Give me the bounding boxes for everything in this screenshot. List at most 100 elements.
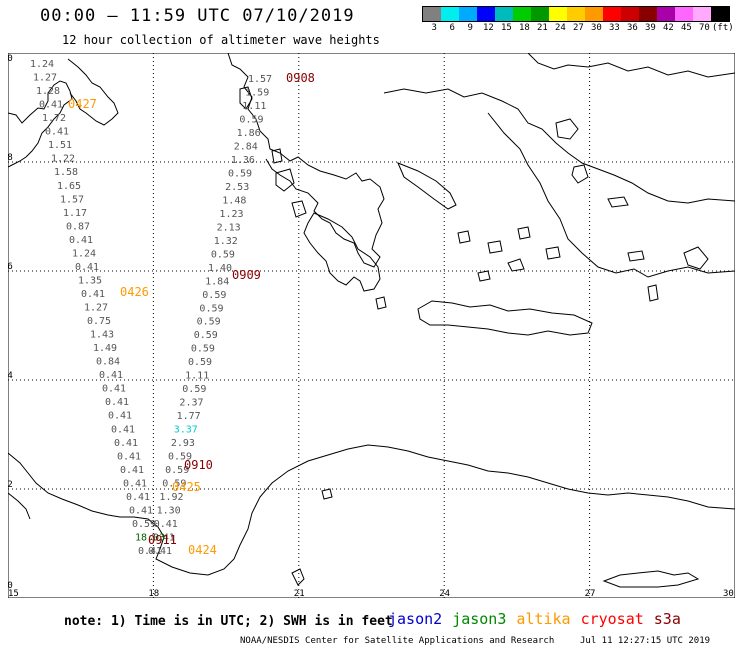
scale-swatch <box>495 7 513 21</box>
wave-height-value: 1.17 <box>63 208 87 219</box>
wave-height-value: 0.59 <box>211 249 235 260</box>
wave-height-value: 1.65 <box>57 181 81 192</box>
scale-label: 42 <box>663 23 674 33</box>
island-cyclades-4 <box>507 258 525 272</box>
island-cyclades-6 <box>545 246 561 260</box>
coast-aegean-east <box>487 112 735 278</box>
wave-height-value: 2.93 <box>171 438 195 449</box>
scale-label: 18 <box>519 23 530 33</box>
wave-height-value: 0.41 <box>123 478 147 489</box>
pass-time-labels: 0908 0427 0909 0426 0910 0425 0911 0424 <box>68 71 315 557</box>
wave-height-value: 1.27 <box>33 73 57 84</box>
island-libya-small <box>321 488 333 500</box>
island-chios <box>571 164 589 184</box>
scale-label: 36 <box>627 23 638 33</box>
island-lefkada <box>271 148 283 164</box>
wave-height-value: 0.41 <box>117 451 141 462</box>
island-cyclades-3 <box>517 226 531 240</box>
scale-swatch <box>585 7 603 21</box>
island-karpathos <box>647 284 659 302</box>
scale-label: 24 <box>555 23 566 33</box>
coast-turkey-north <box>527 53 735 78</box>
wave-height-value: 2.13 <box>217 222 241 233</box>
scale-swatch <box>693 7 711 21</box>
wave-height-value: 0.41 <box>75 262 99 273</box>
island-bottom-center <box>291 568 305 586</box>
scale-swatch <box>675 7 693 21</box>
time-label-0908: 0908 <box>286 71 315 85</box>
lon-tick-label: 24 <box>439 589 450 598</box>
wave-height-value: 0.41 <box>114 438 138 449</box>
wave-height-value: 0.75 <box>87 316 111 327</box>
coast-peloponnese <box>303 212 381 292</box>
wave-height-value: 0.41 <box>108 411 132 422</box>
wave-height-value: 0.41 <box>138 546 162 557</box>
wave-height-value: 0.41 <box>45 127 69 138</box>
scale-swatch <box>567 7 585 21</box>
wave-height-value: 1.24 <box>30 59 54 70</box>
wave-height-value: 0.41 <box>148 546 172 557</box>
scale-label: 3 <box>431 23 437 33</box>
wave-height-value: 0.41 <box>120 465 144 476</box>
scale-label: 12 <box>483 23 494 33</box>
satellite-legend: jason2 jason3 altika cryosat s3a <box>388 610 691 628</box>
wave-height-value: 1.57 <box>60 194 84 205</box>
time-label-0911: 0911 <box>148 533 177 547</box>
wave-height-value: 0.41 <box>129 505 153 516</box>
scale-label: 30 <box>591 23 602 33</box>
satellite-cryosat: cryosat <box>580 610 644 628</box>
wave-height-value: 1.35 <box>78 275 102 286</box>
island-rhodes <box>683 246 709 270</box>
track-west-values: 1.24 1.27 1.28 0.41 1.72 0.41 1.51 1.22 1.58 1.65… <box>30 59 165 557</box>
map-subtitle: 12 hour collection of altimeter wave hei… <box>62 33 380 47</box>
scale-swatch <box>513 7 531 21</box>
wave-height-value: 1.48 <box>222 195 246 206</box>
wave-height-value: 0.59 <box>132 519 156 530</box>
wave-height-value: 2.53 <box>225 182 249 193</box>
coast-italy-heel <box>67 58 119 126</box>
lon-tick-label: 27 <box>585 589 596 598</box>
wave-height-value: 1.11 <box>242 101 266 112</box>
scale-label: 9 <box>467 23 473 33</box>
satellite-jason2: jason2 <box>388 610 443 628</box>
scale-label: 39 <box>645 23 656 33</box>
map-title: 00:00 – 11:59 UTC 07/10/2019 <box>40 6 355 26</box>
island-zakynthos <box>291 200 307 218</box>
wave-height-value: 0.59 <box>202 290 226 301</box>
coast-turkey <box>383 88 735 204</box>
scale-label: (ft) <box>712 23 734 33</box>
wave-height-value: 1.36 <box>231 155 255 166</box>
time-label-0425: 0425 <box>172 480 201 494</box>
island-corfu <box>239 86 253 110</box>
lat-tick-label: 38 <box>8 153 13 163</box>
wave-height-value: 0.59 <box>239 114 263 125</box>
island-kos <box>627 250 645 262</box>
island-cyclades-1 <box>457 230 471 244</box>
lat-tick-label: 36 <box>8 262 13 272</box>
wave-height-value: 0.59 <box>191 344 215 355</box>
scale-swatch <box>657 7 675 21</box>
wave-height-value: 3.37 <box>174 425 198 436</box>
wave-height-value: 0.41 <box>154 519 178 530</box>
wave-height-value: 1.22 <box>51 154 75 165</box>
lon-tick-label: 15 <box>8 589 19 598</box>
scale-label: 45 <box>681 23 692 33</box>
color-scale-legend <box>422 6 730 22</box>
wave-height-value: 2.37 <box>179 398 203 409</box>
color-scale-labels: 3 6 9 12 15 18 21 24 27 30 33 36 39 42 45 70 (ft) <box>422 23 740 35</box>
lon-tick-label: 18 <box>148 589 159 598</box>
island-bottom-right <box>602 570 700 588</box>
island-kythera <box>375 296 387 310</box>
scale-swatch <box>603 7 621 21</box>
wave-height-value: 18.03 <box>135 532 165 543</box>
time-label-0426: 0426 <box>120 285 149 299</box>
wave-height-value: 0.59 <box>182 384 206 395</box>
wave-height-value: 0.41 <box>39 100 63 111</box>
wave-height-value: 1.72 <box>42 113 66 124</box>
scale-label: 27 <box>573 23 584 33</box>
wave-height-value: 1.32 <box>214 236 238 247</box>
wave-height-value: 1.51 <box>48 140 72 151</box>
wave-height-value: 0.41 <box>69 235 93 246</box>
wave-height-value: 1.28 <box>36 86 60 97</box>
wave-height-value: 0.41 <box>105 397 129 408</box>
